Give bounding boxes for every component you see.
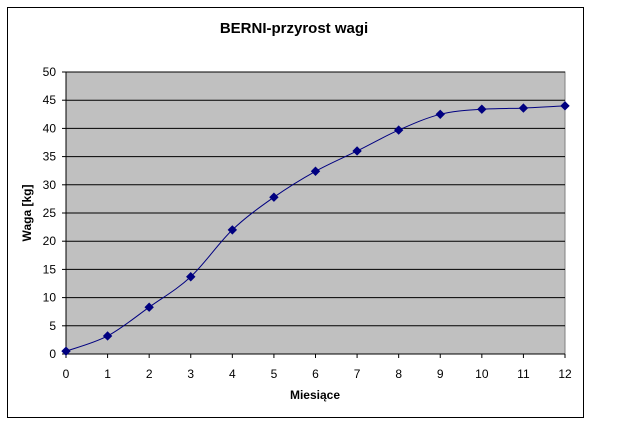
- y-tick-label: 25: [43, 206, 57, 220]
- data-point-marker: [560, 101, 570, 111]
- x-tick-label: 2: [146, 367, 153, 381]
- data-point-marker: [269, 192, 279, 202]
- y-axis-title: Waga [kg]: [20, 185, 34, 242]
- data-point-marker: [310, 166, 321, 176]
- x-tick-label: 0: [63, 367, 70, 381]
- y-axis-tick-labels: 0 5 10 15 20 25 30 35 40 45 50: [43, 65, 57, 361]
- data-point-marker: [186, 272, 196, 282]
- y-tick-label: 5: [49, 319, 56, 333]
- y-tick-label: 45: [43, 93, 57, 107]
- data-point-marker: [477, 104, 487, 114]
- y-tick-label: 10: [43, 291, 57, 305]
- data-point-marker: [352, 146, 362, 156]
- x-tick-label: 11: [517, 367, 530, 381]
- data-point-marker: [518, 103, 529, 113]
- data-point-marker: [144, 302, 154, 312]
- y-tick-label: 30: [43, 178, 57, 192]
- y-tick-label: 20: [43, 234, 57, 248]
- x-tick-label: 8: [395, 367, 402, 381]
- x-tick-label: 4: [229, 367, 236, 381]
- axes: [62, 71, 566, 358]
- data-point-marker: [61, 346, 71, 356]
- x-tick-label: 3: [187, 367, 194, 381]
- x-tick-label: 12: [558, 367, 572, 381]
- data-point-marker: [435, 109, 445, 120]
- data-markers: [61, 101, 570, 356]
- x-tick-label: 1: [104, 367, 111, 381]
- x-tick-label: 9: [437, 367, 444, 381]
- data-point-marker: [393, 125, 404, 135]
- y-tick-label: 35: [43, 150, 57, 164]
- x-tick-label: 10: [475, 367, 489, 381]
- gridlines: [66, 71, 565, 327]
- x-tick-label: 7: [354, 367, 361, 381]
- data-point-marker: [102, 331, 113, 341]
- x-axis-title: Miesiące: [290, 388, 340, 402]
- x-tick-label: 5: [271, 367, 278, 381]
- y-tick-label: 0: [49, 347, 56, 361]
- y-tick-label: 40: [43, 121, 57, 135]
- y-tick-label: 15: [43, 262, 57, 276]
- chart-title: BERNI-przyrost wagi: [220, 20, 368, 37]
- y-tick-label: 50: [43, 65, 57, 79]
- data-point-marker: [227, 225, 238, 235]
- x-axis-tick-labels: 0 1 2 3 4 5 6 7 8 9 10 11 12: [63, 367, 572, 381]
- x-tick-label: 6: [312, 367, 319, 381]
